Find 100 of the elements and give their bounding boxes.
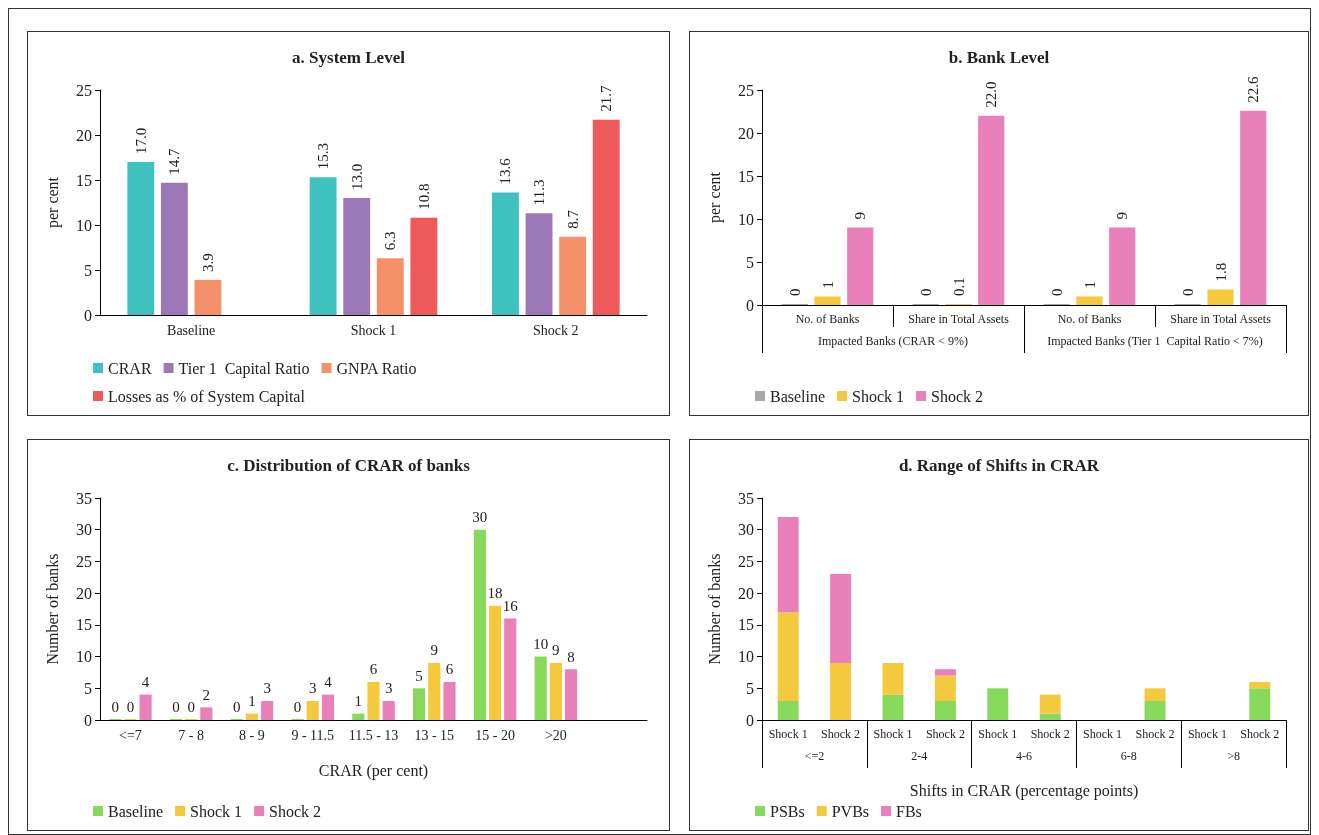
data-label: 0 [786,288,803,296]
y-tick-label: 25 [76,81,92,99]
bar [1249,681,1271,689]
data-label: 3 [384,680,393,697]
data-label: 10 [533,636,549,653]
text: Impacted Banks (Tier 1 Capital Ratio < 7%) [1047,334,1263,348]
data-label: 9 [552,642,560,659]
y-tick-label: 10 [738,648,754,666]
data-label: 6.3 [382,231,399,251]
bar [413,688,426,720]
bar [1076,296,1103,305]
bar [367,681,380,720]
x-tick-label: 8 - 9 [239,727,265,743]
text: >8 [1227,749,1240,763]
x-tick-label: Shock 1 [1187,727,1227,741]
bar [306,700,319,720]
bar [343,198,371,315]
bar [127,162,155,315]
bar [549,662,562,720]
data-label: 1 [248,693,256,710]
data-label: 9 [430,642,439,659]
bar [1249,688,1271,720]
data-label: 16 [502,598,519,615]
legend-label: Shock 1 [190,802,243,820]
data-label: 2 [202,686,211,703]
y-tick-label: 0 [84,711,92,729]
bar [814,296,841,305]
data-label: 1 [354,693,363,710]
y-tick-label: 20 [76,584,92,602]
bar [830,662,852,720]
chart-title: b. Bank Level [948,48,1050,67]
bar [245,713,259,720]
y-tick-label: 20 [76,126,92,144]
x-tick-label: Shock 2 [1240,727,1280,741]
x-axis-title: CRAR (per cent) [318,761,429,780]
legend-label: CRAR [108,359,152,377]
data-label: 3.9 [199,253,216,272]
x-tick-label: 9 - 11.5 [291,727,335,743]
y-tick-label: 0 [746,711,754,729]
y-tick-label: 25 [738,552,754,570]
data-label: 0 [187,698,195,715]
data-label: 0.1 [950,277,967,296]
x-tick-label: Shock 2 [533,322,579,338]
data-label: 5 [415,667,423,684]
data-label: 8 [567,648,575,665]
legend-label: Baseline [770,387,826,405]
data-label: 30 [472,509,488,526]
bar [376,258,404,315]
x-tick-label: Shock 1 [350,322,397,338]
y-axis-title: per cent [705,171,724,224]
y-axis-title: Number of banks [705,553,723,665]
y-tick-label: 10 [76,216,92,234]
text: Impacted Banks (CRAR < 9%) [817,334,969,348]
data-label: 22.0 [983,81,1000,108]
data-label: 1 [819,280,836,289]
data-label: 0 [233,698,241,715]
x-tick-label: No. of Banks [1057,312,1122,326]
chart-title: a. System Level [292,48,406,67]
x-tick-label: Shock 1 [768,727,808,741]
data-label: 1 [1081,280,1098,289]
data-label: 3 [263,680,271,697]
bar [534,656,547,720]
x-tick-label: 13 - 15 [414,727,455,743]
y-tick-label: 5 [84,261,92,279]
legend-label: FBs [896,802,922,820]
x-tick-label: Share in Total Assets [908,312,1010,326]
bar [488,605,502,720]
legend-label: Shock 2 [931,387,984,405]
x-tick-label: 7 - 8 [178,727,204,743]
data-label: 0 [126,698,135,715]
y-tick-label: 10 [76,648,92,666]
bar [382,700,395,720]
x-tick-label: Shock 2 [925,727,965,741]
bar [559,236,587,315]
bar [934,669,956,676]
y-tick-label: 15 [738,167,754,185]
chart-title: c. Distribution of CRAR of banks [227,456,471,475]
y-tick-label: 20 [738,124,754,142]
bar [443,681,456,720]
legend-label: Baseline [108,802,164,820]
legend-label: Losses as % of System Capital [108,387,306,406]
data-label: 0 [1048,288,1065,296]
text: 2-4 [911,749,928,763]
data-label: 10.8 [415,183,432,210]
data-label: 13.0 [348,163,365,190]
bar [777,517,799,613]
bar [978,115,1005,305]
bar [410,217,438,315]
bar [1144,688,1166,701]
text: 6-8 [1120,749,1137,763]
data-label: 0 [293,698,302,715]
bar [1240,110,1267,305]
bar [777,612,799,701]
y-tick-label: 35 [76,489,92,507]
data-label: 18 [487,585,503,602]
legend-label: PVBs [831,802,870,820]
x-tick-label: 11.5 - 13 [348,727,399,743]
data-label: 3 [308,680,317,697]
bar [194,279,222,315]
x-tick-label: Shock 2 [1135,727,1175,741]
